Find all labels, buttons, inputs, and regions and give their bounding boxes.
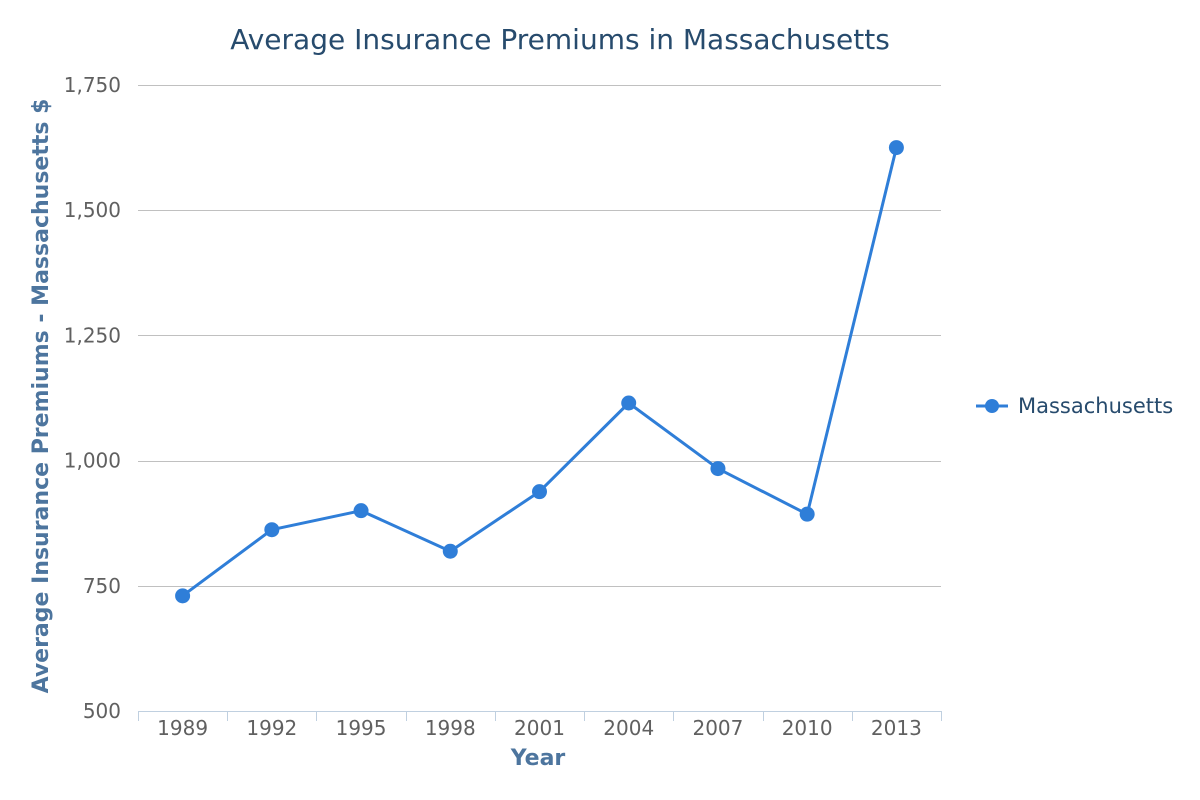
x-tick-label: 2013 bbox=[871, 716, 922, 740]
y-tick-label: 1,500 bbox=[64, 198, 121, 222]
data-point bbox=[264, 522, 280, 538]
x-tick-label: 1992 bbox=[246, 716, 297, 740]
x-tick-label: 1998 bbox=[425, 716, 476, 740]
y-tick-label: 500 bbox=[83, 699, 121, 723]
x-axis-title: Year bbox=[510, 746, 566, 771]
data-point bbox=[353, 503, 369, 519]
x-tick-label: 2010 bbox=[782, 716, 833, 740]
x-axis: 1989 1992 1995 1998 2001 2004 2007 2010 2013 bbox=[138, 711, 942, 740]
y-tick-label: 750 bbox=[83, 574, 121, 598]
y-axis: 500 750 1,000 1,250 1,500 1,750 bbox=[64, 73, 121, 723]
x-tick-label: 1995 bbox=[336, 716, 387, 740]
series-massachusetts bbox=[175, 140, 904, 604]
x-tick-label: 2001 bbox=[514, 716, 565, 740]
y-tick-label: 1,250 bbox=[64, 323, 121, 347]
x-tick-label: 2007 bbox=[692, 716, 743, 740]
legend-label: Massachusetts bbox=[1018, 394, 1173, 418]
x-tick-label: 2004 bbox=[603, 716, 654, 740]
data-point bbox=[799, 506, 815, 522]
x-tick-label: 1989 bbox=[157, 716, 208, 740]
legend-marker-icon bbox=[985, 399, 999, 413]
y-axis-title: Average Insurance Premiums - Massachuset… bbox=[29, 99, 54, 694]
data-point bbox=[888, 140, 904, 156]
series-line bbox=[181, 146, 898, 598]
data-point bbox=[710, 461, 726, 477]
data-point bbox=[442, 543, 458, 559]
y-tick-label: 1,750 bbox=[64, 73, 121, 97]
chart-title: Average Insurance Premiums in Massachuse… bbox=[230, 23, 890, 56]
data-point bbox=[175, 588, 191, 604]
y-tick-label: 1,000 bbox=[64, 449, 121, 473]
legend[interactable]: Massachusetts bbox=[976, 394, 1173, 418]
data-point bbox=[621, 395, 637, 411]
grid-lines bbox=[138, 85, 941, 587]
data-point bbox=[532, 484, 547, 500]
